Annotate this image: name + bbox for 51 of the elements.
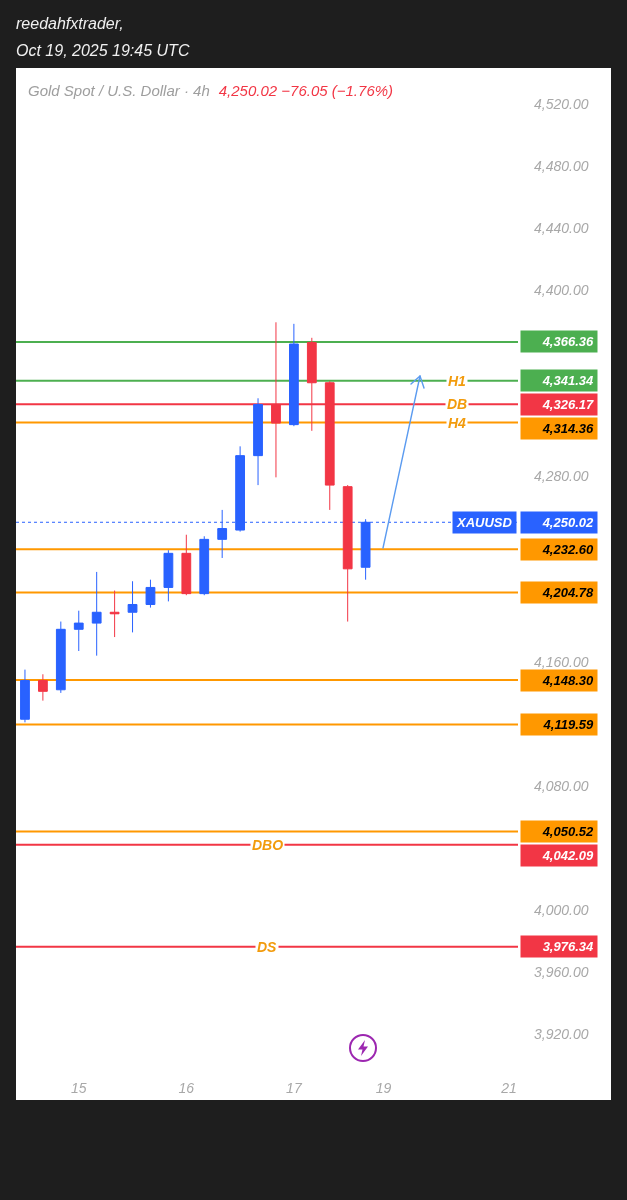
x-tick-label: 21 (500, 1080, 517, 1096)
candlestick (163, 549, 174, 602)
text: 4,314.36 (541, 421, 594, 436)
candlestick (55, 621, 66, 694)
y-tick-label: 4,400.00 (534, 281, 589, 298)
ref-line-label: H4 (448, 415, 467, 431)
ref-line-label: DS (257, 939, 278, 955)
text: 3,976.34 (542, 939, 594, 954)
y-tick-label: 4,000.00 (534, 901, 589, 918)
chart-title: reedahfxtrader, (16, 14, 125, 34)
text: 4,232.60 (541, 542, 594, 557)
candlestick (181, 534, 192, 596)
candlestick (289, 323, 299, 427)
ref-line-label: XAUUSD (456, 515, 513, 530)
text: 4,204.78 (541, 585, 594, 600)
chart-subtitle: Oct 19, 2025 19:45 UTC (16, 41, 190, 61)
candlestick (145, 579, 156, 609)
x-tick-label: 16 (178, 1080, 195, 1096)
y-tick-label: 4,520.00 (534, 95, 589, 112)
candlestick (20, 669, 30, 723)
x-tick-label: 17 (286, 1080, 303, 1096)
ref-line-label: DB (447, 396, 468, 412)
candlestick (91, 571, 102, 657)
candlestick (73, 610, 84, 652)
candlestick (38, 673, 48, 702)
text: 4,042.09 (541, 848, 594, 863)
annotation: 4,250.02 −76.05 (−1.76%) (218, 82, 394, 99)
text: 4,148.30 (541, 673, 594, 688)
text: 4,119.59 (542, 717, 594, 732)
y-tick-label: 4,480.00 (534, 157, 589, 174)
text: 4,341.34 (541, 373, 594, 388)
y-tick-label: 4,440.00 (534, 219, 589, 236)
text: 4,326.17 (541, 397, 594, 412)
text: 4,366.36 (541, 334, 594, 349)
ref-line-label: H1 (448, 373, 467, 389)
y-tick-label: 4,160.00 (534, 653, 589, 670)
candlestick (127, 580, 138, 633)
candlestick (109, 590, 120, 638)
candlestick (199, 535, 210, 596)
text: 4,050.52 (541, 824, 594, 839)
x-tick-label: 15 (70, 1080, 87, 1096)
x-tick-label: 19 (375, 1080, 392, 1096)
annotation: Gold Spot / U.S. Dollar · 4h (28, 82, 210, 99)
y-tick-label: 3,960.00 (534, 963, 589, 980)
ref-line-label: DBO (252, 837, 284, 853)
text: 4,250.02 (541, 515, 594, 530)
candlestick (253, 397, 263, 486)
y-tick-label: 4,080.00 (534, 777, 589, 794)
y-tick-label: 3,920.00 (534, 1025, 589, 1042)
y-tick-label: 4,280.00 (534, 467, 589, 484)
candlestick (342, 484, 353, 623)
